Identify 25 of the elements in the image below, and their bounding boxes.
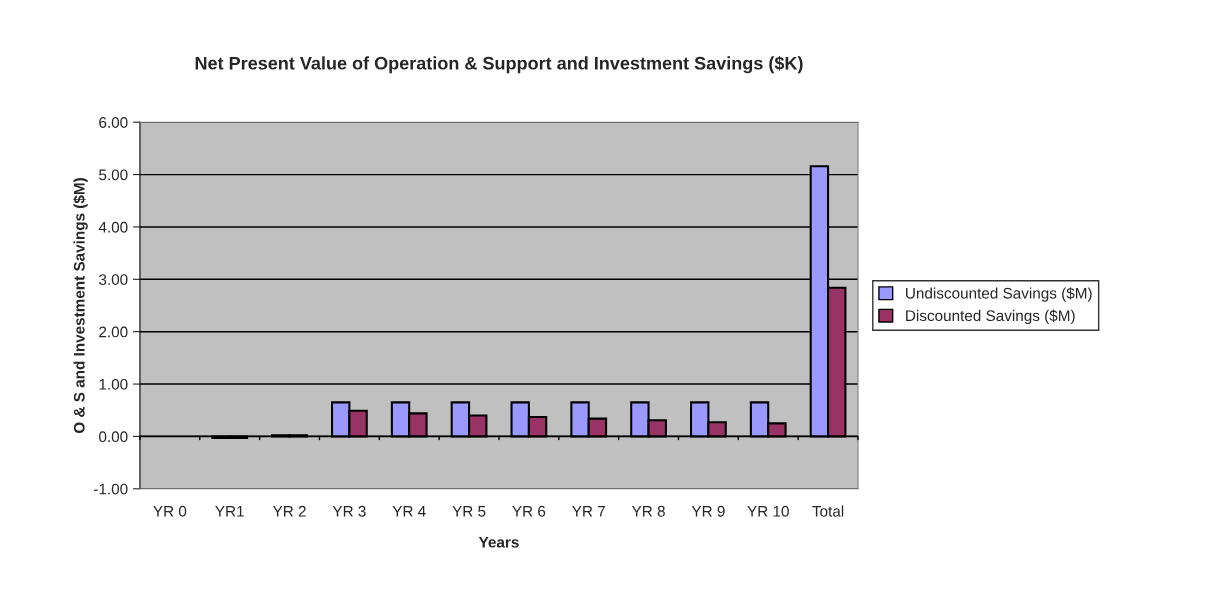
y-tick-label: -1.00 (94, 483, 128, 495)
y-axis-title: O & S and Investment Savings ($M) (73, 178, 88, 434)
x-tick-label: YR 8 (631, 505, 665, 517)
y-tick-label: 4.00 (98, 221, 128, 233)
y-tick-label: 2.00 (99, 326, 128, 338)
x-tick-label: YR 3 (332, 505, 366, 517)
y-tick-label: 3.00 (99, 274, 128, 285)
legend-label: Discounted Savings ($M) (906, 309, 1075, 325)
x-axis-title: Years (478, 536, 519, 548)
y-tick-label: 5.00 (99, 169, 128, 181)
x-tick-label: YR 4 (392, 506, 426, 517)
x-tick-label: YR 9 (691, 505, 725, 517)
x-tick-label: YR 2 (272, 505, 306, 517)
y-tick-label: 1.00 (99, 378, 128, 390)
y-tick-label: 0.00 (99, 431, 128, 443)
x-tick-label: YR1 (215, 506, 244, 517)
x-tick-label: YR 0 (153, 505, 187, 517)
x-tick-label: YR 6 (512, 505, 546, 517)
y-tick-label: 6.00 (99, 117, 128, 128)
x-tick-label: YR 10 (747, 505, 789, 517)
chart-title: Net Present Value of Operation & Support and Investment Savings ($K) (195, 56, 803, 74)
x-tick-label: YR 5 (452, 506, 486, 517)
legend-label: Undiscounted Savings ($M) (906, 287, 1092, 302)
x-tick-label: Total (812, 505, 844, 517)
x-tick-label: YR 7 (572, 506, 605, 517)
